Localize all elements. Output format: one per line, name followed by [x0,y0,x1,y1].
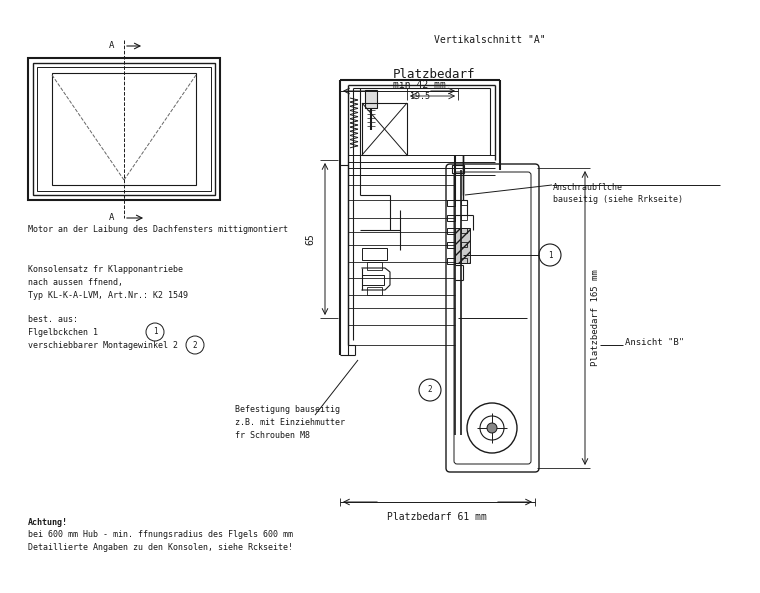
Bar [362,248,387,260]
Text: Ansicht "B": Ansicht "B" [625,338,684,347]
Text: A: A [109,213,114,222]
Text: fr Schrouben M8: fr Schrouben M8 [235,431,310,440]
Text: Typ KL-K-A-LVM, Art.Nr.: K2 1549: Typ KL-K-A-LVM, Art.Nr.: K2 1549 [28,291,188,300]
Bar [362,275,384,285]
Bar [452,165,464,173]
Text: Anschraubflche: Anschraubflche [553,183,623,192]
Text: Platzbedarf: Platzbedarf [393,68,476,81]
Text: Platzbedarf 61 mm: Platzbedarf 61 mm [387,512,487,522]
Text: bauseitig (siehe Rrkseite): bauseitig (siehe Rrkseite) [553,195,683,204]
Text: 2: 2 [428,385,432,394]
Text: 1: 1 [153,327,157,336]
Text: Flgelbckchen 1: Flgelbckchen 1 [28,328,98,337]
Text: verschiebbarer Montagewinkel 2: verschiebbarer Montagewinkel 2 [28,341,178,350]
Bar [461,200,467,205]
Text: 2: 2 [193,340,198,349]
Bar [455,228,470,263]
Bar [367,287,382,295]
Bar [447,228,455,234]
Bar [447,215,455,221]
Bar [461,215,467,220]
Bar [447,242,455,248]
Text: Detaillierte Angaben zu den Konsolen, siehe Rckseite!: Detaillierte Angaben zu den Konsolen, si… [28,543,293,552]
Text: 65: 65 [305,233,315,245]
Bar [28,58,220,200]
Text: min 42 mm: min 42 mm [393,80,446,90]
Bar [33,63,215,195]
Text: Befestigung bauseitig: Befestigung bauseitig [235,405,340,414]
Text: A: A [109,42,114,50]
Bar [52,73,196,185]
Text: Achtung!: Achtung! [28,518,68,527]
Text: Platzbedarf 165 mm: Platzbedarf 165 mm [591,270,600,366]
Bar [461,242,467,247]
Text: 19.5: 19.5 [410,92,430,101]
Bar [447,258,455,264]
Text: 1: 1 [548,250,553,260]
Text: bei 600 mm Hub - min. ffnungsradius des Flgels 600 mm: bei 600 mm Hub - min. ffnungsradius des … [28,530,293,539]
Circle shape [487,423,497,433]
Bar [367,262,382,270]
Text: z.B. mit Einziehmutter: z.B. mit Einziehmutter [235,418,345,427]
Text: nach aussen ffnend,: nach aussen ffnend, [28,278,123,287]
Bar [37,67,211,191]
Text: Vertikalschnitt "A": Vertikalschnitt "A" [434,35,546,45]
Bar [362,103,407,155]
Bar [461,228,467,233]
Bar [461,258,467,263]
Text: Motor an der Laibung des Dachfensters mittigmontiert: Motor an der Laibung des Dachfensters mi… [28,225,288,234]
Bar [447,200,455,206]
Bar [365,90,377,108]
Text: best. aus:: best. aus: [28,315,78,324]
Text: Konsolensatz fr Klapponantriebe: Konsolensatz fr Klapponantriebe [28,265,183,274]
